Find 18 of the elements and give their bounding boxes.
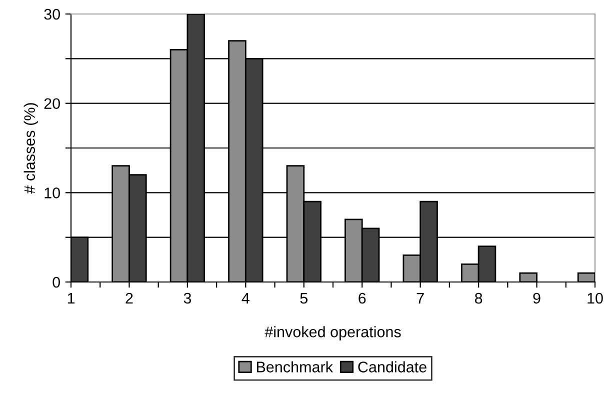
- x-tick-label: 8: [474, 292, 482, 304]
- y-tick-label: 20: [44, 98, 60, 110]
- x-tick-label: 2: [126, 292, 133, 304]
- x-tick-label: 3: [184, 292, 192, 304]
- y-tick-label: 30: [44, 8, 60, 20]
- x-axis-title: #invoked operations: [264, 326, 401, 340]
- y-tick-label: 0: [52, 276, 60, 288]
- x-tick-label: 10: [588, 292, 603, 304]
- x-tick-label: 1: [68, 292, 75, 304]
- x-tick-label: 7: [416, 292, 424, 304]
- y-tick-label: 10: [44, 188, 60, 198]
- x-tick-label: 5: [300, 292, 308, 304]
- x-tick-label: 4: [242, 292, 250, 304]
- y-axis-title: # classes (%): [24, 103, 38, 194]
- x-tick-label: 9: [533, 292, 540, 304]
- x-tick-label: 6: [358, 292, 366, 304]
- legend-label: Benchmark: [256, 361, 334, 372]
- legend-label: Candidate: [358, 361, 426, 372]
